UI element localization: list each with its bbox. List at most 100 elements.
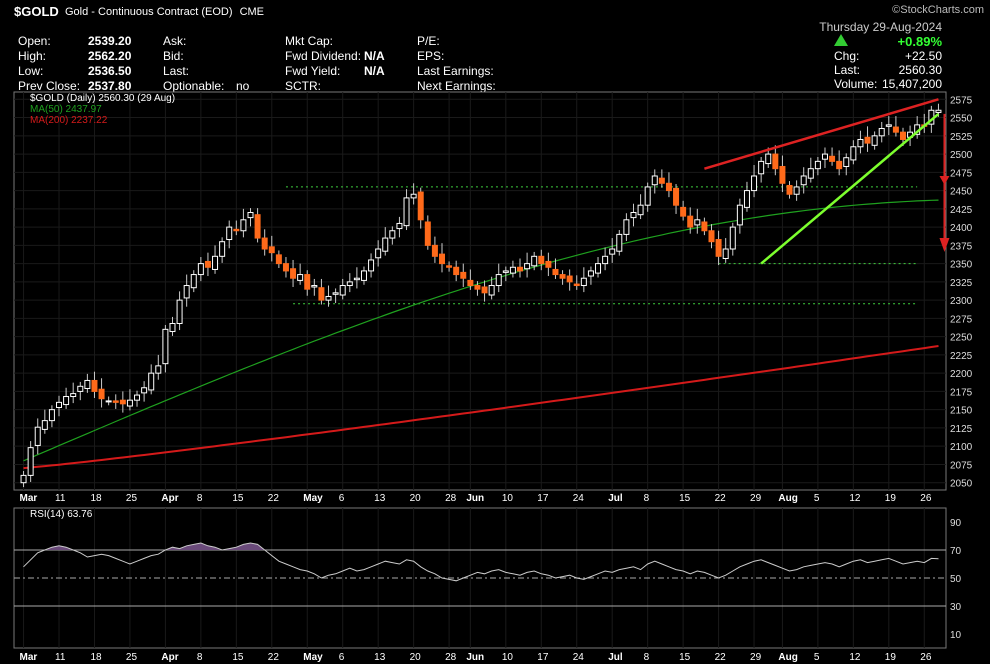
- candle-body: [375, 248, 382, 259]
- x-tick-label: 29: [750, 493, 762, 504]
- col2-label-1: Bid:: [163, 49, 184, 63]
- candle-body: [197, 263, 204, 276]
- quote-date: Thursday 29-Aug-2024: [819, 20, 942, 34]
- rsi-x-tick-label: 22: [715, 652, 727, 663]
- candle-body: [836, 160, 843, 170]
- rsi-x-tick-label: 6: [339, 652, 345, 663]
- y-tick-label: 2400: [950, 223, 973, 234]
- x-tick-label: Mar: [20, 493, 38, 504]
- candle-body: [417, 191, 424, 221]
- lower-trendline: [760, 112, 940, 265]
- candle-body: [758, 160, 765, 175]
- x-tick-label: 15: [232, 493, 244, 504]
- candle-body: [91, 379, 98, 392]
- x-tick-label: Jun: [466, 493, 484, 504]
- rsi-x-tick-label: 15: [679, 652, 691, 663]
- x-tick-label: 26: [920, 493, 932, 504]
- rsi-x-tick-label: 12: [849, 652, 861, 663]
- candle-body: [48, 409, 55, 422]
- candle-body: [219, 241, 226, 257]
- candle-body: [658, 177, 665, 184]
- y-tick-label: 2525: [950, 132, 973, 143]
- y-tick-label: 2250: [950, 333, 973, 344]
- candle-body: [694, 219, 701, 226]
- candle-body: [134, 394, 141, 401]
- candle-body: [353, 277, 360, 281]
- candle-body: [736, 204, 743, 226]
- brand-watermark: ©StockCharts.com: [892, 4, 984, 16]
- candle-body: [517, 266, 524, 272]
- rsi-tick-label: 50: [950, 574, 962, 585]
- candle-body: [304, 274, 311, 290]
- col1-label-3: Prev Close:: [18, 79, 81, 93]
- rsi-x-tick-label: Jun: [466, 652, 484, 663]
- rsi-x-tick-label: 19: [885, 652, 897, 663]
- x-tick-label: 5: [814, 493, 820, 504]
- candle-body: [814, 160, 821, 170]
- candle-body: [878, 128, 885, 137]
- rsi-x-tick-label: 15: [232, 652, 244, 663]
- candle-body: [665, 182, 672, 192]
- candle-body: [481, 286, 488, 294]
- col3-label-2: Fwd Yield:: [285, 64, 341, 78]
- candle-body: [226, 226, 233, 241]
- candle-body: [779, 165, 786, 184]
- instrument-name: Gold - Continuous Contract (EOD) CME: [65, 6, 264, 18]
- candle-body: [325, 295, 332, 301]
- candle-body: [162, 328, 169, 365]
- candle-body: [559, 274, 566, 279]
- candle-body: [204, 260, 211, 268]
- candle-body: [84, 379, 91, 389]
- rsi-x-tick-label: 10: [502, 652, 514, 663]
- col1-label-1: High:: [18, 49, 47, 63]
- volume-label: Volume:: [834, 77, 878, 91]
- candle-body: [857, 138, 864, 148]
- rsi-x-tick-label: 13: [374, 652, 386, 663]
- candle-body: [488, 285, 495, 296]
- candle-body: [290, 268, 297, 279]
- volume-value: 15,407,200: [881, 77, 942, 91]
- rsi-overbought-fill: [23, 543, 939, 550]
- candle-body: [56, 401, 63, 408]
- candle-body: [729, 226, 736, 250]
- percent-change: +0.89%: [897, 34, 942, 49]
- candle-body: [899, 131, 906, 140]
- candle-body: [382, 237, 389, 252]
- candle-body: [935, 109, 942, 113]
- candle-body: [403, 197, 410, 227]
- candle-body: [396, 222, 403, 230]
- chg-value: +22.50: [904, 49, 942, 63]
- col2-label-2: Last:: [163, 64, 190, 78]
- candle-body: [751, 175, 758, 192]
- col3-value-2: N/A: [364, 64, 385, 78]
- rsi-x-tick-label: 8: [197, 652, 203, 663]
- rsi-tick-label: 10: [950, 630, 962, 641]
- rsi-x-tick-label: 24: [573, 652, 585, 663]
- y-tick-label: 2325: [950, 278, 973, 289]
- candle-body: [77, 385, 84, 392]
- candle-body: [580, 277, 587, 287]
- candle-body: [148, 372, 155, 391]
- y-tick-label: 2375: [950, 241, 973, 252]
- candle-body: [410, 193, 417, 199]
- candle-body: [105, 400, 112, 403]
- candle-body: [332, 292, 339, 295]
- candle-body: [261, 237, 268, 250]
- candle-body: [389, 230, 396, 239]
- rsi-x-tick-label: Apr: [161, 652, 178, 663]
- candle-body: [360, 270, 367, 281]
- candle-body: [743, 190, 750, 208]
- candle-body: [587, 270, 594, 277]
- x-tick-label: 8: [644, 493, 650, 504]
- ma50-line: [23, 199, 939, 462]
- candle-body: [339, 285, 346, 296]
- rsi-panel-frame: [13, 507, 947, 649]
- candle-body: [864, 136, 871, 144]
- candle-body: [63, 396, 70, 406]
- candle-body: [708, 230, 715, 243]
- x-tick-label: 22: [268, 493, 280, 504]
- rsi-x-tick-label: 25: [126, 652, 138, 663]
- candle-body: [850, 146, 857, 161]
- candle-body: [630, 211, 637, 219]
- x-tick-label: 20: [410, 493, 422, 504]
